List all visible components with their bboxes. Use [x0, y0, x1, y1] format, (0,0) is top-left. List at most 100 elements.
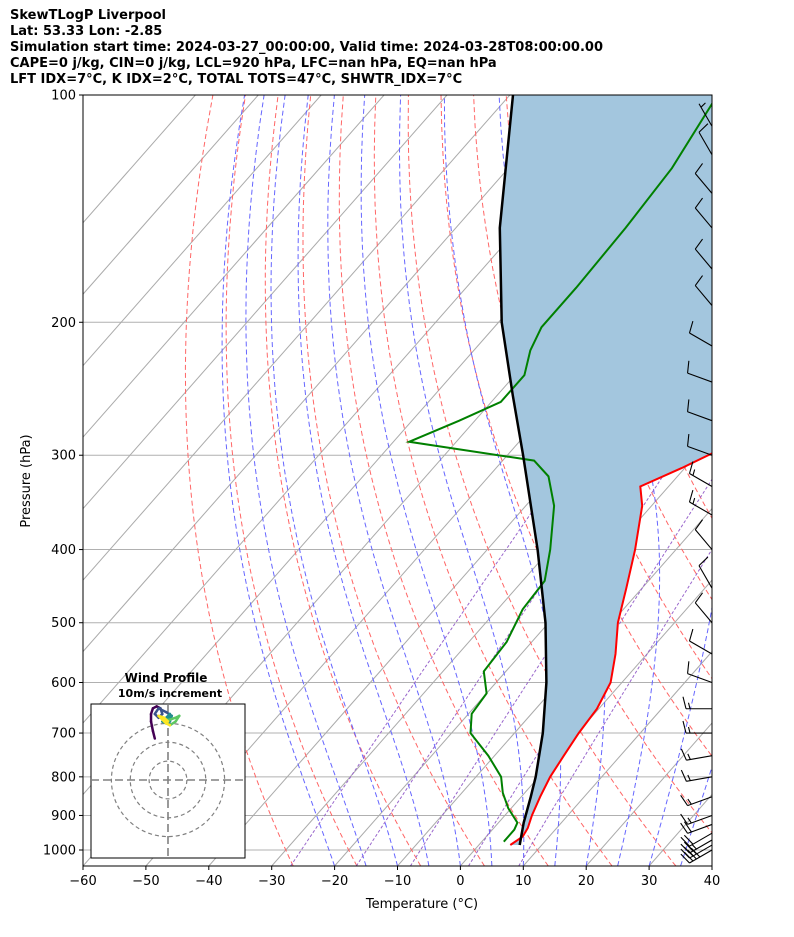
wind-barb: [698, 123, 713, 156]
y-axis-label: Pressure (hPa): [19, 434, 34, 527]
moist-adiabat: [245, 95, 367, 866]
moist-adiabat: [398, 95, 525, 866]
wind-barb-flag: [687, 661, 690, 674]
wind-barb-staff: [694, 173, 713, 194]
wind-barb-staff: [689, 832, 713, 847]
wind-barb-staff: [698, 565, 713, 589]
wind-barb: [688, 628, 713, 655]
wind-barb-half: [687, 774, 691, 781]
wind-barb: [682, 696, 712, 710]
mixing-ratio-line: [290, 454, 572, 866]
wind-barb-flag: [683, 834, 694, 845]
wind-barb-staff: [694, 529, 713, 550]
wind-barb-flag: [698, 123, 709, 133]
dry-adiabat: [767, 95, 794, 866]
wind-barb-flag: [680, 843, 690, 854]
wind-barb-flag: [680, 748, 687, 761]
wind-barb: [698, 556, 713, 589]
isotherm-line: [522, 650, 712, 866]
wind-barb-staff: [689, 849, 713, 864]
wind-barb-half: [692, 497, 696, 505]
wind-barb-flag: [694, 519, 703, 530]
y-tick-label: 100: [51, 89, 76, 104]
x-axis-label: Temperature (°C): [365, 897, 478, 912]
wind-barb-flag: [680, 769, 687, 782]
wind-barb-flag: [688, 461, 694, 474]
parcel-line: [498, 95, 548, 846]
y-tick-label: 800: [51, 770, 76, 785]
chart-header: SkewTLogP Liverpool Lat: 53.33 Lon: -2.8…: [10, 8, 603, 88]
moist-adiabat: [221, 95, 336, 866]
axes: −60 −50 −40 −30 −20 −10 0 10 20 30 40 1000 900 800 700…: [43, 89, 720, 890]
wind-barb-staff: [687, 814, 713, 825]
moist-adiabat: [360, 95, 493, 866]
wind-barb-half: [687, 798, 692, 805]
wind-barb-flag: [682, 720, 687, 734]
wind-barb-staff: [686, 776, 713, 782]
wind-barb-half: [700, 102, 706, 108]
moist-adiabat: [648, 95, 712, 866]
wind-barb: [687, 360, 713, 383]
x-tick-label: −60: [69, 874, 96, 889]
wind-barb-staff: [694, 248, 713, 270]
wind-barb-flag: [680, 813, 689, 825]
wind-barb-flag: [680, 836, 690, 847]
dry-adiabat: [734, 95, 794, 866]
isotherm-line: [585, 722, 712, 866]
wind-barb-flag: [694, 163, 703, 174]
wind-barb-staff: [694, 207, 713, 229]
time-line: Simulation start time: 2024-03-27_00:00:…: [10, 40, 603, 55]
hodograph-trace-segment: [159, 716, 166, 721]
wind-barb-flag: [688, 628, 694, 642]
wind-barb-staff: [687, 411, 713, 422]
wind-barb-flag: [694, 275, 703, 286]
mixing-ratio-line: [518, 548, 712, 866]
wind-barb-flag: [694, 592, 703, 604]
wind-barb-half: [692, 469, 696, 476]
location-line: Lat: 53.33 Lon: -2.85: [10, 24, 163, 39]
stability-line: CAPE=0 j/kg, CIN=0 j/kg, LCL=920 hPa, LF…: [10, 56, 497, 71]
wind-barb-flag: [680, 822, 689, 834]
y-tick-label: 300: [51, 449, 76, 464]
wind-barb-staff: [689, 640, 713, 655]
wind-barb: [680, 821, 713, 834]
x-tick-label: −40: [195, 874, 222, 889]
wind-barb-staff: [689, 473, 713, 487]
isotherm-line: [83, 95, 574, 653]
dry-adiabat: [373, 95, 613, 866]
isotherm-line: [775, 95, 794, 866]
wind-barb: [680, 795, 713, 807]
chart-title: SkewTLogP Liverpool: [10, 8, 166, 23]
y-tick-label: 900: [51, 809, 76, 824]
y-tick-label: 1000: [43, 844, 76, 859]
isotherm-line: [334, 436, 712, 866]
isotherm-line: [83, 95, 322, 367]
cin-cape-area: [499, 95, 712, 845]
isotherm-line: [397, 507, 712, 866]
y-tick-label: 200: [51, 316, 76, 331]
wind-barb-flag: [682, 696, 687, 709]
dry-adiabat: [701, 95, 712, 138]
wind-barb-staff: [687, 796, 713, 807]
wind-barb-flag: [688, 320, 694, 334]
dry-adiabat: [264, 95, 422, 866]
x-tick-label: −20: [321, 874, 348, 889]
y-tick-label: 600: [51, 676, 76, 691]
wind-barb: [694, 197, 713, 229]
x-tick-label: 40: [704, 874, 721, 889]
wind-barb-staff: [687, 445, 713, 456]
wind-barb-staff: [689, 332, 713, 347]
wind-barb: [688, 320, 713, 347]
wind-barb-half: [687, 753, 691, 760]
wind-barb-staff: [686, 755, 713, 761]
wind-barb-flag: [688, 489, 694, 503]
wind-barb: [688, 489, 713, 516]
y-tick-label: 400: [51, 543, 76, 558]
wind-barb-staff: [687, 673, 713, 684]
wind-barb-staff: [694, 285, 713, 306]
hodograph-trace-segment: [151, 729, 157, 740]
wind-barb: [680, 813, 713, 825]
moist-adiabat: [327, 95, 461, 866]
wind-barb: [687, 661, 713, 684]
